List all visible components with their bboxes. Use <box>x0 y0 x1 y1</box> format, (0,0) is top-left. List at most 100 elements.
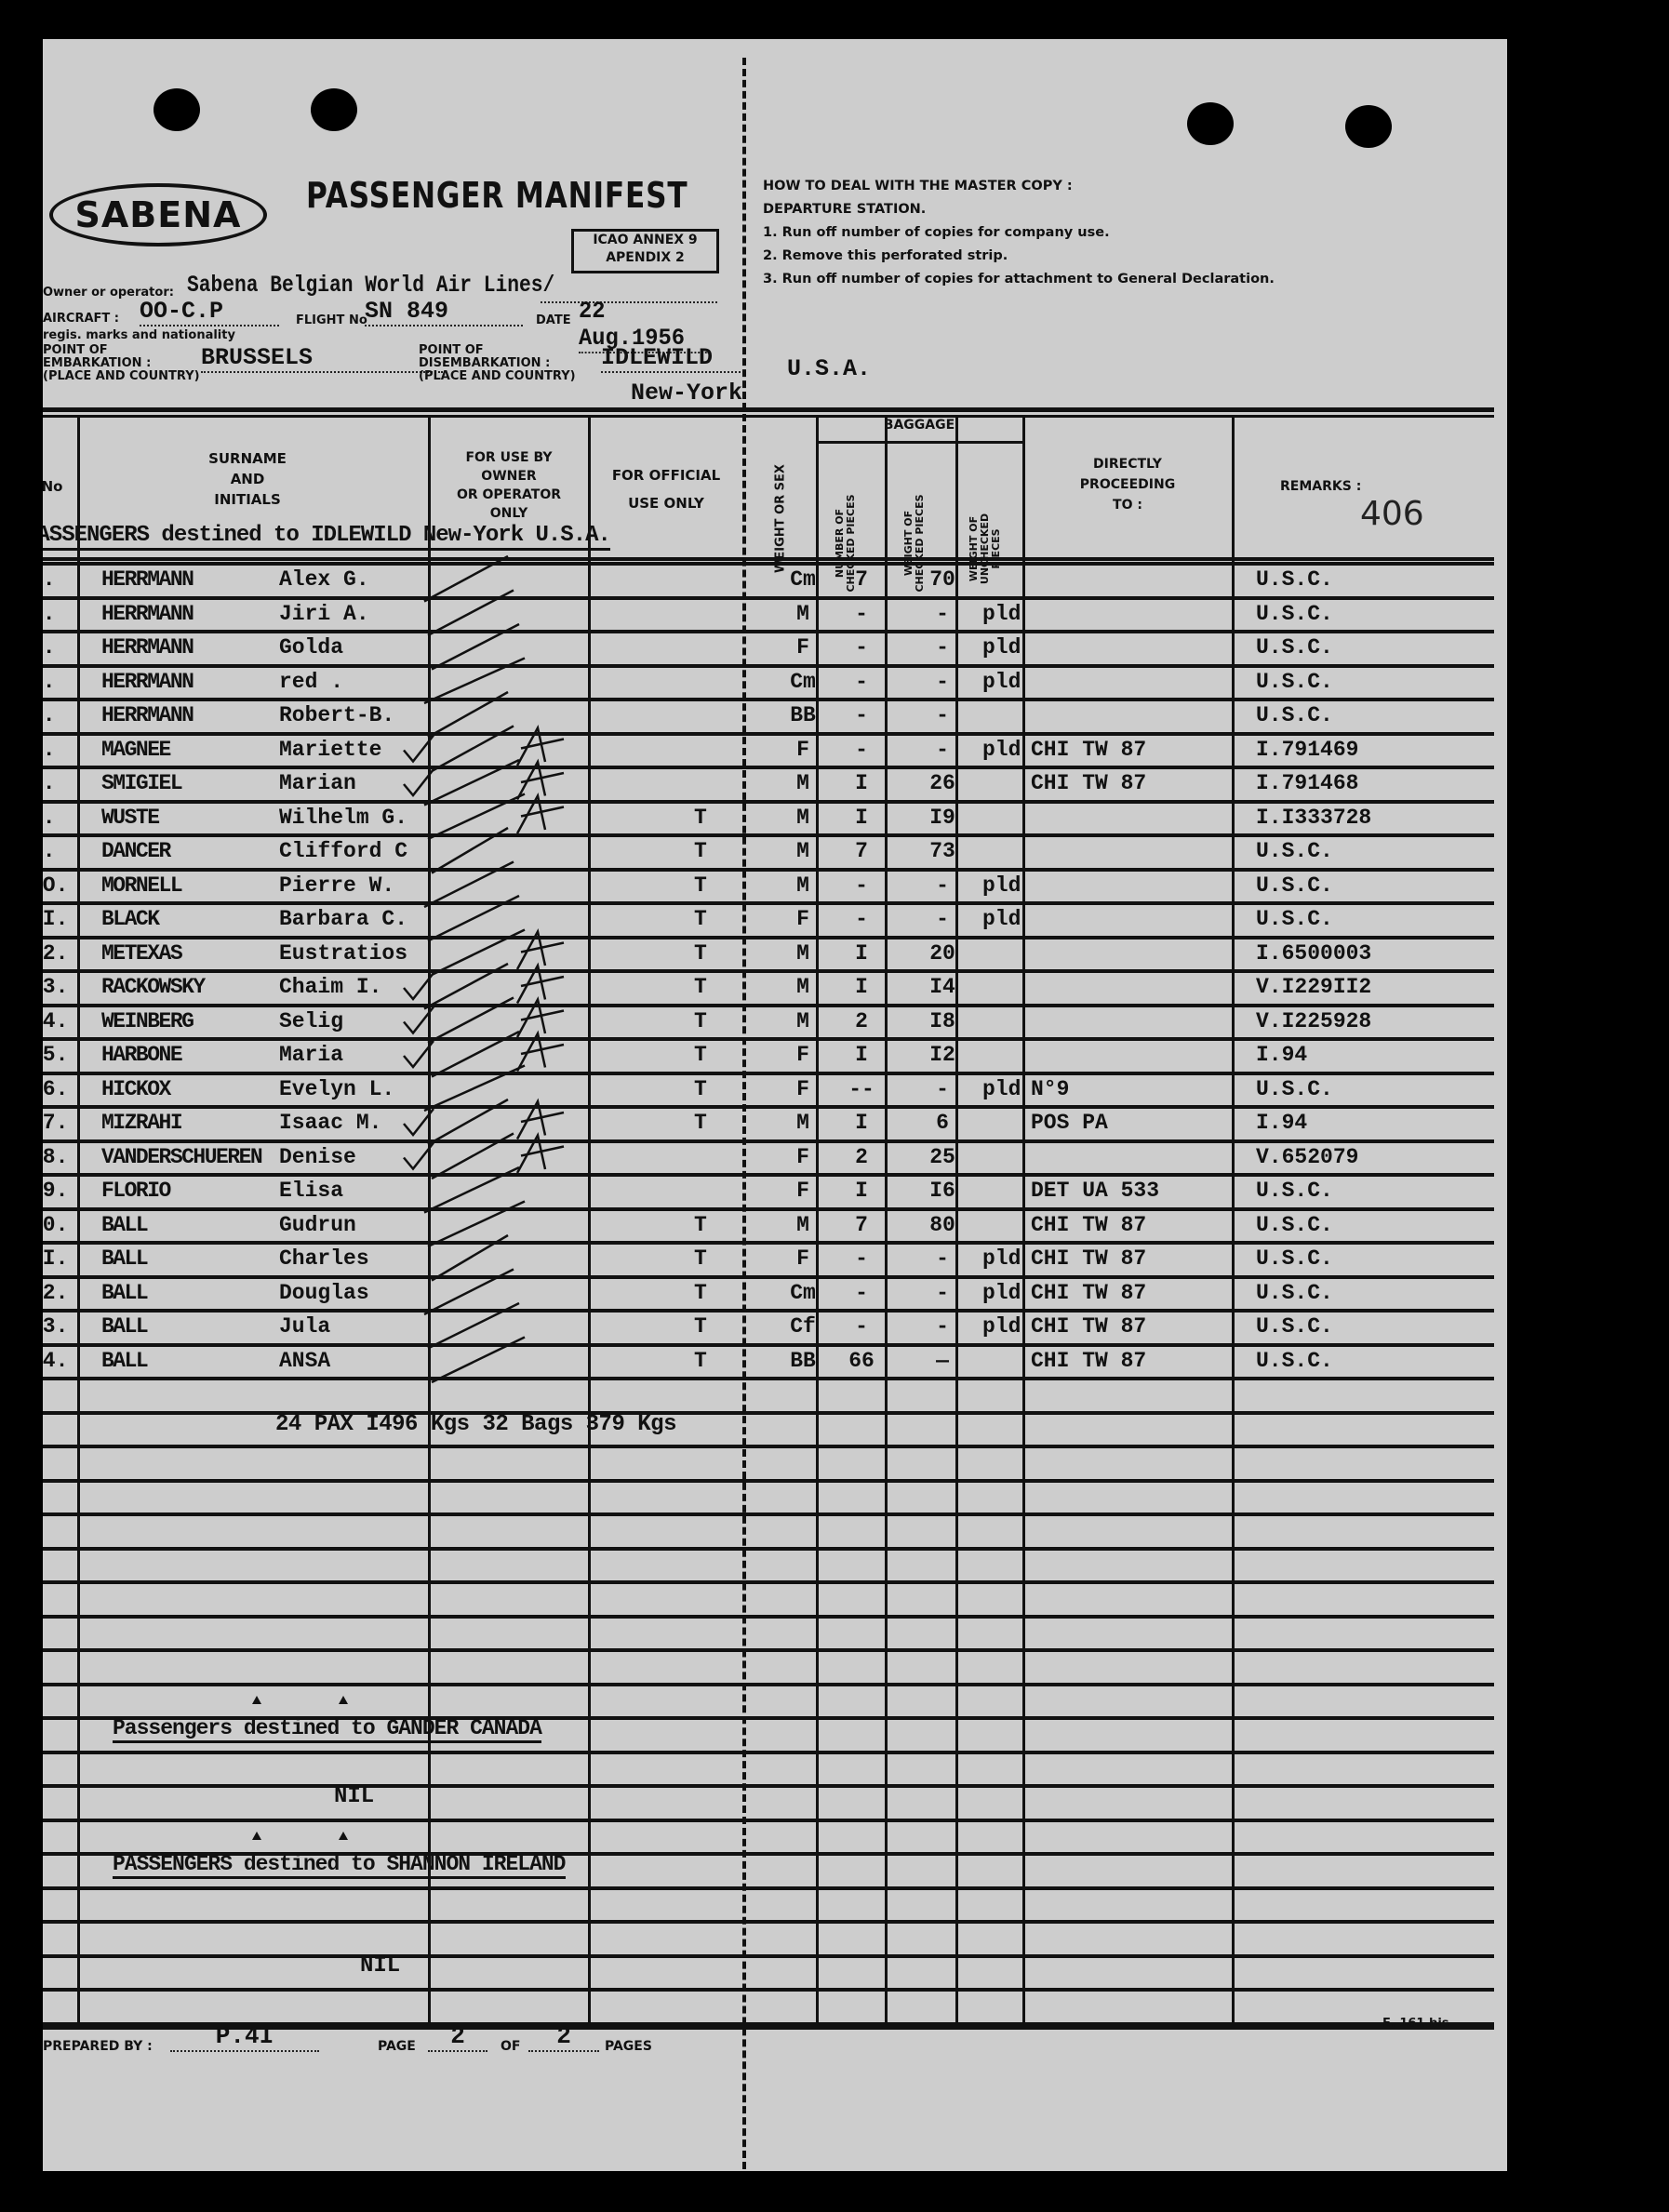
given-name: Pierre W. <box>279 873 395 898</box>
checked-weight: I4 <box>929 975 955 999</box>
check-mark <box>403 1040 434 1069</box>
passenger-name: METEXAS Eustratios <box>101 941 407 966</box>
row-number: 2I. <box>43 1246 69 1271</box>
col-owner-2: OWNER <box>481 469 537 484</box>
official-mark: T <box>694 1043 707 1067</box>
initial-mark <box>515 995 565 1038</box>
row-rule <box>43 969 1494 973</box>
proceeding-to: CHI TW 87 <box>1031 1314 1147 1339</box>
official-mark: T <box>694 907 707 931</box>
given-name: Golda <box>279 635 344 660</box>
owner-tick-mark <box>431 622 520 671</box>
row-rule <box>43 901 1494 905</box>
date-label: DATE <box>536 313 571 327</box>
table-row: RACKOWSKY Chaim I. I3. M I I4 V.I229II2 T <box>43 971 1507 1005</box>
row-rule <box>43 1342 1494 1347</box>
embark-label: POINT OF EMBARKATION : (PLACE AND COUNTR… <box>43 344 200 383</box>
proceeding-to: CHI TW 87 <box>1031 771 1147 795</box>
owner-tick-mark <box>427 589 514 637</box>
table-row: DANCER Clifford C 9. M 7 73 U.S.C. T <box>43 835 1507 869</box>
row-rule <box>43 1546 1494 1551</box>
embark-label-3: (PLACE AND COUNTRY) <box>43 369 200 383</box>
initial-mark <box>515 1030 565 1073</box>
owner-tick-mark <box>427 894 520 942</box>
col-official-1: FOR OFFICIAL <box>611 467 721 484</box>
checked-weight: — <box>936 1348 949 1373</box>
row-rule <box>43 562 1494 566</box>
embark-value: BRUSSELS <box>201 344 443 373</box>
proceeding-to: CHI TW 87 <box>1031 1212 1147 1237</box>
row-rule <box>43 1071 1494 1075</box>
row-rule <box>43 1003 1494 1007</box>
remarks: I.I333728 <box>1256 805 1372 830</box>
surname: MAGNEE <box>101 737 171 762</box>
form-code: E. 161 bis <box>1382 2017 1449 2031</box>
remarks: U.S.C. <box>1256 1212 1333 1237</box>
row-rule <box>43 1818 1494 1822</box>
official-mark: T <box>694 1348 707 1373</box>
checked-pieces: - <box>855 669 868 694</box>
row-rule <box>43 1648 1494 1652</box>
remarks: U.S.C. <box>1256 873 1333 898</box>
row-rule <box>43 1139 1494 1143</box>
given-name: Jula <box>279 1314 331 1339</box>
remarks: U.S.C. <box>1256 1179 1333 1203</box>
surname: VANDERSCHUEREN <box>101 1144 263 1169</box>
table-row: HARBONE Maria I5. F I I2 I.94 T <box>43 1039 1507 1073</box>
column-rule <box>588 416 591 2022</box>
checked-weight: I8 <box>929 1008 955 1033</box>
surname: BALL <box>101 1212 149 1237</box>
row-rule <box>43 833 1494 837</box>
table-row: BLACK Barbara C. II. F - - pld U.S.C. T <box>43 903 1507 937</box>
shannon-nil: NIL <box>360 1953 401 1979</box>
table-row: BALL Charles 2I. F - - pld CHI TW 87 U.S.C. T <box>43 1243 1507 1276</box>
owner-tick-mark <box>423 1268 514 1316</box>
official-mark: T <box>694 805 707 830</box>
passenger-name: DANCER Clifford C <box>101 839 407 863</box>
passenger-name: BALL ANSA <box>101 1349 330 1373</box>
surname: BALL <box>101 1280 149 1305</box>
weight-or-sex: M <box>796 940 809 966</box>
owner-tick-mark <box>427 1301 520 1350</box>
row-rule <box>43 1750 1494 1754</box>
disembark-label-1: POINT OF <box>419 343 484 357</box>
given-name: Evelyn L. <box>279 1076 395 1101</box>
passenger-name: WEINBERG Selig <box>101 1009 343 1033</box>
column-rule <box>816 416 819 2022</box>
owner-tick-mark <box>423 860 514 909</box>
checked-pieces: - <box>855 1314 868 1339</box>
disembark-country: U.S.A. <box>787 355 872 382</box>
totals-line: 24 PAX I496 Kgs 32 Bags 379 Kgs <box>275 1412 676 1437</box>
surname: DANCER <box>101 839 171 863</box>
remarks: U.S.C. <box>1256 1348 1333 1373</box>
owner-tick-mark <box>427 1200 526 1248</box>
col-surname-2: AND <box>230 471 265 487</box>
table-row: MIZRAHI Isaac M. I7. M I 6 POS PA I.94 T <box>43 1107 1507 1140</box>
row-rule <box>43 1377 1494 1380</box>
column-rule <box>955 416 958 2022</box>
initial-mark <box>515 927 565 970</box>
given-name: Alex G. <box>279 567 369 592</box>
initial-mark <box>515 1131 565 1174</box>
disembark-label-3: (PLACE AND COUNTRY) <box>419 369 576 383</box>
remarks: U.S.C. <box>1256 907 1333 931</box>
proceeding-to: DET UA 533 <box>1031 1179 1160 1203</box>
weight-or-sex: Cf <box>790 1314 816 1339</box>
given-name: Isaac M. <box>279 1111 382 1135</box>
checked-weight: I6 <box>929 1179 955 1203</box>
passenger-name: HERRMANN Robert-B. <box>101 703 394 727</box>
checked-pieces: I <box>855 1111 868 1135</box>
row-rule <box>43 1716 1494 1720</box>
passenger-name: VANDERSCHUEREN Denise <box>101 1145 356 1169</box>
row-number: I5. <box>43 1043 69 1067</box>
row-rule <box>43 1309 1494 1313</box>
row-rule <box>43 1206 1494 1211</box>
unchecked-weight: pld <box>982 873 1021 898</box>
surname: HICKOX <box>101 1076 171 1101</box>
weight-or-sex: BB <box>790 703 816 727</box>
instruction-step: 3. Run off number of copies for attachme… <box>763 272 1275 286</box>
remarks: I.791469 <box>1256 737 1359 762</box>
row-number: 5. <box>43 703 56 727</box>
passenger-name: MIZRAHI Isaac M. <box>101 1111 381 1135</box>
